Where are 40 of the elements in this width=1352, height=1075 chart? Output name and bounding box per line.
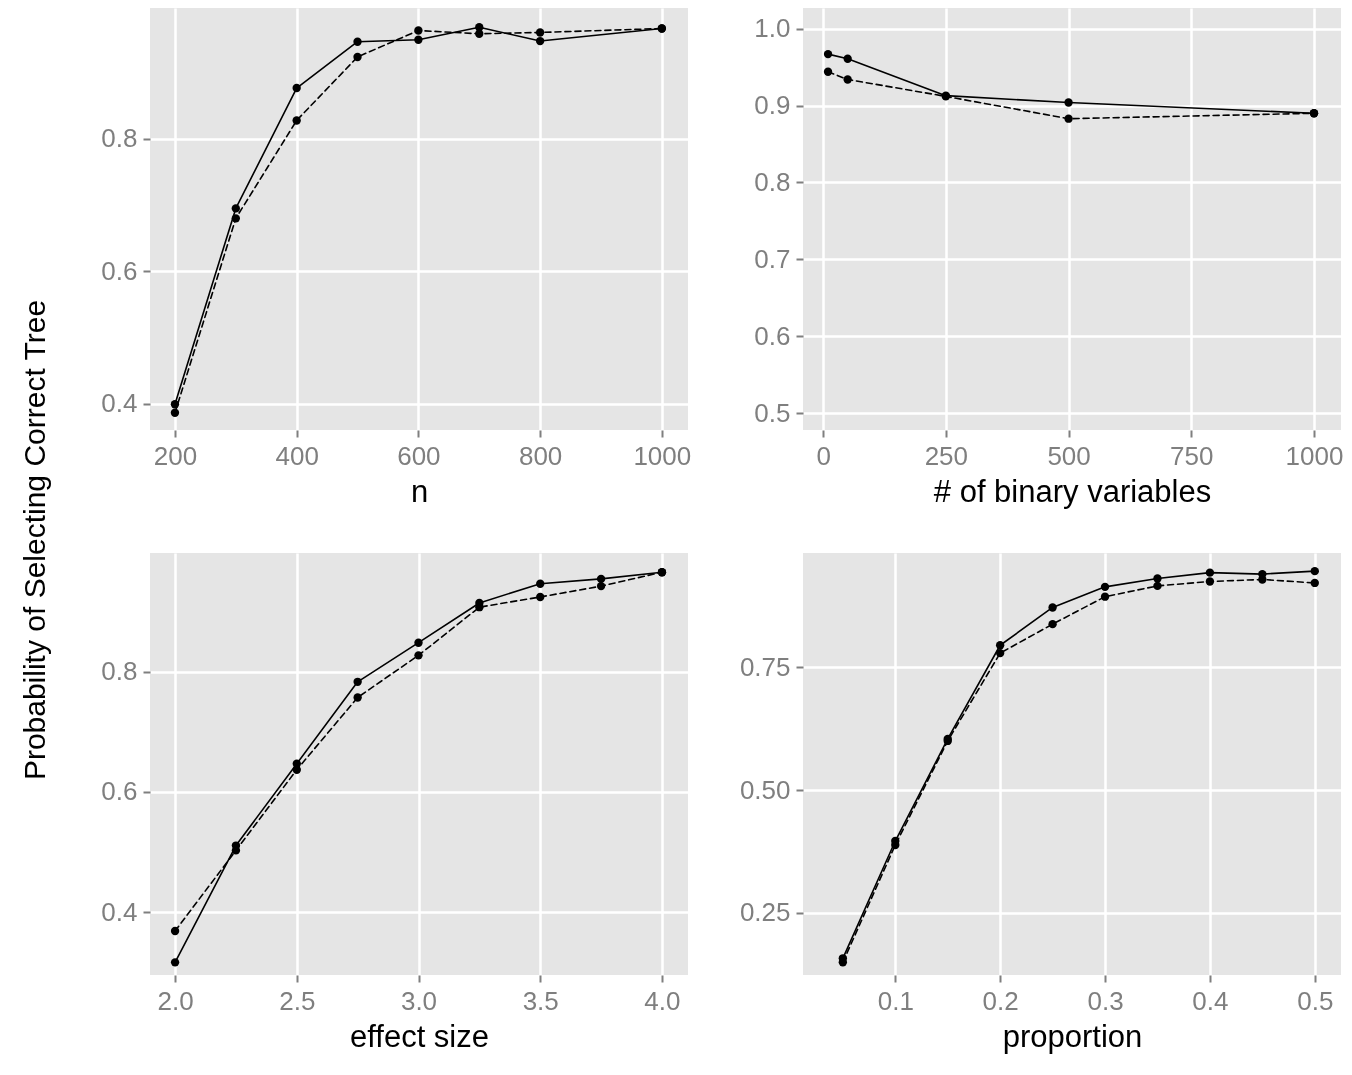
x-axis-title: # of binary variables bbox=[933, 473, 1212, 509]
y-tick-label: 0.6 bbox=[101, 776, 138, 807]
y-tick-label: 0.5 bbox=[754, 397, 791, 428]
x-tick-label: 4.0 bbox=[644, 985, 681, 1016]
y-axis-title: Probability of Selecting Correct Tree bbox=[18, 299, 52, 781]
y-tick-label: 0.6 bbox=[101, 255, 138, 286]
x-axis-title: effect size bbox=[349, 1018, 490, 1054]
x-tick-label: 2.0 bbox=[157, 985, 194, 1016]
y-tick-label: 1.0 bbox=[754, 13, 791, 44]
x-tick-label: 0.3 bbox=[1087, 985, 1124, 1016]
x-tick-label: 0.1 bbox=[877, 985, 914, 1016]
x-axis-title: n bbox=[410, 473, 429, 509]
y-tick-label: 0.50 bbox=[739, 774, 791, 805]
y-tick-label: 0.8 bbox=[101, 656, 138, 687]
y-tick-label: 0.4 bbox=[101, 896, 138, 927]
x-tick-label: 500 bbox=[1047, 440, 1091, 471]
x-tick-label: 0.4 bbox=[1192, 985, 1229, 1016]
x-tick-label: 800 bbox=[518, 440, 563, 471]
x-tick-label: 250 bbox=[924, 440, 969, 471]
x-tick-label: 0.5 bbox=[1297, 985, 1334, 1016]
x-tick-label: 0.2 bbox=[982, 985, 1019, 1016]
x-tick-label: 0 bbox=[816, 440, 831, 471]
y-tick-label: 0.7 bbox=[754, 243, 791, 274]
x-tick-label: 200 bbox=[153, 440, 198, 471]
x-tick-label: 400 bbox=[275, 440, 319, 471]
x-tick-label: 1000 bbox=[1285, 440, 1344, 471]
x-tick-label: 3.0 bbox=[400, 985, 438, 1016]
x-tick-label: 2.5 bbox=[279, 985, 316, 1016]
y-tick-label: 0.75 bbox=[739, 651, 791, 682]
y-tick-label: 0.8 bbox=[754, 166, 791, 197]
y-tick-label: 0.8 bbox=[101, 123, 138, 154]
y-tick-label: 0.4 bbox=[101, 388, 138, 419]
x-tick-label: 750 bbox=[1170, 440, 1214, 471]
x-axis-title: proportion bbox=[1002, 1018, 1143, 1054]
x-tick-label: 600 bbox=[397, 440, 441, 471]
x-tick-label: 1000 bbox=[633, 440, 692, 471]
y-tick-label: 0.25 bbox=[739, 897, 791, 928]
y-tick-label: 0.6 bbox=[754, 320, 791, 351]
x-tick-label: 3.5 bbox=[522, 985, 559, 1016]
y-tick-label: 0.9 bbox=[754, 90, 791, 121]
